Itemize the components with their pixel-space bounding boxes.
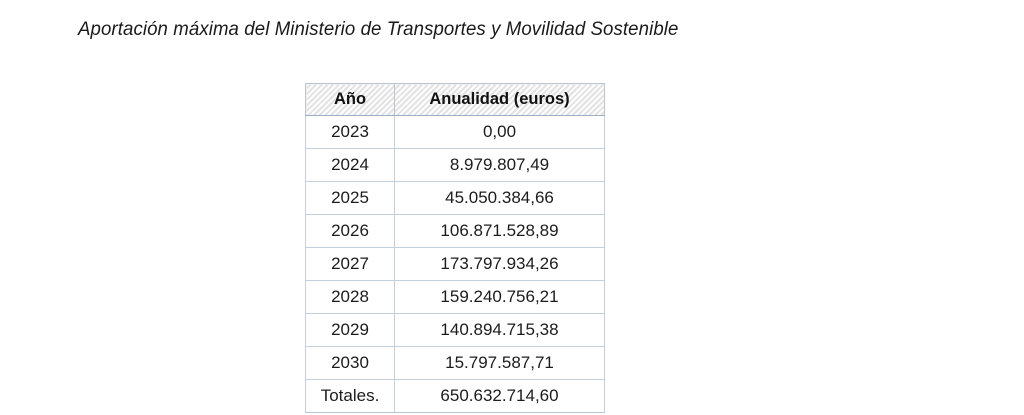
table-row: 2024 8.979.807,49 [305, 148, 605, 182]
column-header-annuity: Anualidad (euros) [394, 83, 605, 116]
table-header: Año Anualidad (euros) [305, 83, 605, 116]
cell-year: 2026 [305, 214, 395, 248]
table-row: 2030 15.797.587,71 [305, 346, 605, 380]
table-row: 2026 106.871.528,89 [305, 214, 605, 248]
cell-annuity: 8.979.807,49 [394, 148, 605, 182]
cell-year: 2025 [305, 181, 395, 215]
table-row: 2027 173.797.934,26 [305, 247, 605, 281]
table-row: 2029 140.894.715,38 [305, 313, 605, 347]
page-title: Aportación máxima del Ministerio de Tran… [78, 18, 679, 40]
cell-annuity: 173.797.934,26 [394, 247, 605, 281]
column-header-year: Año [305, 83, 395, 116]
annuity-table: Año Anualidad (euros) 2023 0,00 2024 8.979.… [305, 83, 605, 413]
cell-year: 2023 [305, 115, 395, 149]
cell-annuity: 140.894.715,38 [394, 313, 605, 347]
cell-year: Totales. [305, 379, 395, 413]
cell-year: 2030 [305, 346, 395, 380]
table-row: 2025 45.050.384,66 [305, 181, 605, 215]
cell-annuity: 106.871.528,89 [394, 214, 605, 248]
table-body: 2023 0,00 2024 8.979.807,49 2025 45.050.384,6… [305, 115, 605, 413]
table-row: 2028 159.240.756,21 [305, 280, 605, 314]
table-row: Totales. 650.632.714,60 [305, 379, 605, 413]
table-header-row: Año Anualidad (euros) [305, 83, 605, 116]
cell-annuity: 159.240.756,21 [394, 280, 605, 314]
annuity-table-container: Año Anualidad (euros) 2023 0,00 2024 8.979.… [305, 83, 605, 413]
cell-annuity: 0,00 [394, 115, 605, 149]
table-row: 2023 0,00 [305, 115, 605, 149]
cell-annuity: 45.050.384,66 [394, 181, 605, 215]
cell-year: 2028 [305, 280, 395, 314]
cell-year: 2024 [305, 148, 395, 182]
cell-annuity: 650.632.714,60 [394, 379, 605, 413]
cell-year: 2027 [305, 247, 395, 281]
cell-year: 2029 [305, 313, 395, 347]
cell-annuity: 15.797.587,71 [394, 346, 605, 380]
